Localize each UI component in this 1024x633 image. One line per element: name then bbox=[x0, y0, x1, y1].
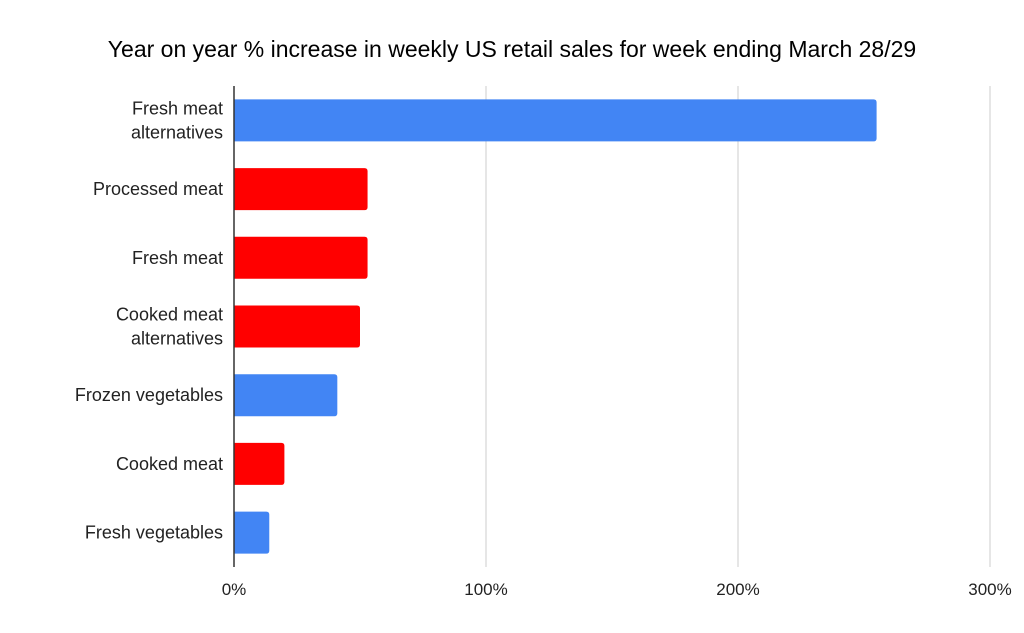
category-label-line: Cooked meat bbox=[116, 305, 223, 325]
x-tick-label: 100% bbox=[464, 580, 507, 599]
category-label-line: Processed meat bbox=[93, 179, 223, 199]
category-label-line: Fresh meat bbox=[132, 98, 223, 118]
category-label: Cooked meat bbox=[116, 454, 223, 474]
category-label-line: Fresh vegetables bbox=[85, 523, 223, 543]
category-label-line: Fresh meat bbox=[132, 248, 223, 268]
x-tick-label: 0% bbox=[222, 580, 247, 599]
category-label: Fresh meat alternatives bbox=[131, 98, 223, 142]
x-tick-label: 300% bbox=[968, 580, 1011, 599]
category-label-line: alternatives bbox=[131, 329, 223, 349]
category-label-line: Frozen vegetables bbox=[75, 385, 223, 405]
category-label: Fresh meat bbox=[132, 248, 223, 268]
gridlines bbox=[485, 86, 991, 567]
category-label: Cooked meat alternatives bbox=[116, 305, 223, 349]
chart-title: Year on year % increase in weekly US ret… bbox=[108, 36, 916, 62]
x-tick-labels: 0% 100% 200% 300% bbox=[222, 580, 1012, 599]
category-labels: Fresh meat alternatives Processed meat Fres… bbox=[75, 98, 223, 542]
category-label: Processed meat bbox=[93, 179, 223, 199]
bar bbox=[234, 99, 877, 142]
bar bbox=[234, 236, 368, 279]
category-label: Fresh vegetables bbox=[85, 523, 223, 543]
x-tick-label: 200% bbox=[716, 580, 759, 599]
bar bbox=[234, 511, 270, 554]
bars bbox=[234, 99, 877, 554]
bar bbox=[234, 305, 360, 348]
category-label-line: Cooked meat bbox=[116, 454, 223, 474]
bar bbox=[234, 442, 285, 485]
category-label-line: alternatives bbox=[131, 122, 223, 142]
category-label: Frozen vegetables bbox=[75, 385, 223, 405]
bar bbox=[234, 374, 338, 417]
bar bbox=[234, 168, 368, 211]
